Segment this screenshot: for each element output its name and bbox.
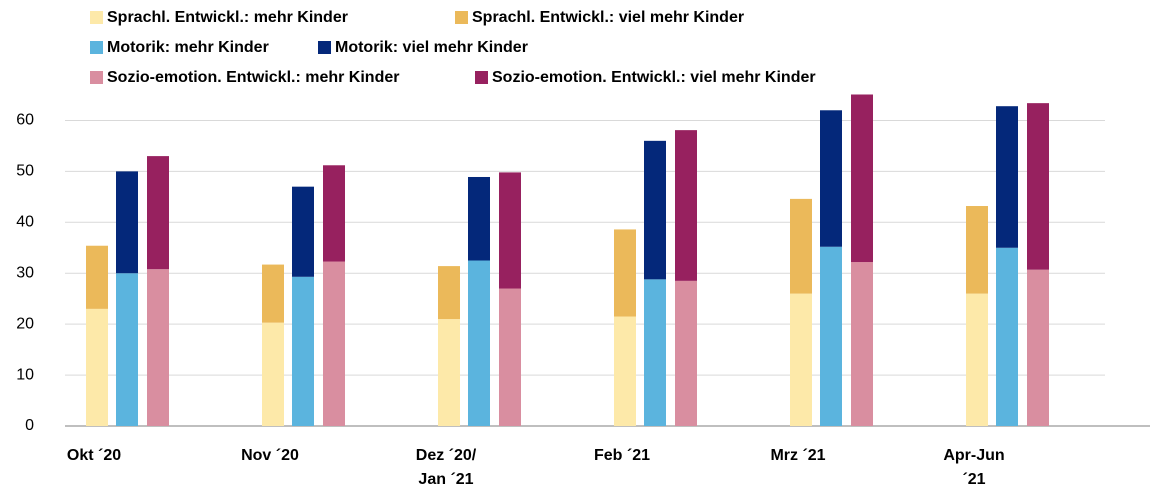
legend-label: Sozio-emotion. Entwickl.: viel mehr Kind… xyxy=(492,69,816,86)
bar-segment xyxy=(675,130,697,281)
bar-segment xyxy=(996,247,1018,426)
y-tick-label: 50 xyxy=(16,163,34,180)
legend-label: Sozio-emotion. Entwickl.: mehr Kinder xyxy=(107,69,399,86)
bar-segment xyxy=(966,293,988,426)
bar-segment xyxy=(820,246,842,426)
y-tick-label: 20 xyxy=(16,315,34,332)
bar-segment xyxy=(438,319,460,426)
x-tick-label: Nov ´20 xyxy=(241,447,299,464)
bar-segment xyxy=(675,280,697,426)
bar-segment xyxy=(323,165,345,262)
bar-segment xyxy=(1027,269,1049,426)
legend-label: Motorik: viel mehr Kinder xyxy=(335,39,528,56)
bar-segment xyxy=(996,106,1018,248)
bar-segment xyxy=(262,322,284,426)
x-tick-label: Apr-Jun ´21 xyxy=(943,447,1005,488)
legend-swatch xyxy=(90,71,103,84)
y-tick-label: 30 xyxy=(16,264,34,281)
bar-segment xyxy=(438,266,460,320)
y-tick-label: 40 xyxy=(16,214,34,231)
bar-segment xyxy=(644,279,666,426)
legend-label: Sprachl. Entwickl.: viel mehr Kinder xyxy=(472,9,744,26)
bar-segment xyxy=(790,293,812,426)
bar-segment xyxy=(1027,103,1049,270)
bar-segment xyxy=(468,260,490,426)
bar-segment xyxy=(851,262,873,426)
bar-segment xyxy=(790,198,812,294)
y-tick-label: 0 xyxy=(25,417,34,434)
bar-segment xyxy=(468,176,490,261)
bar-segment xyxy=(614,229,636,317)
bar-segment xyxy=(86,245,108,309)
legend-label: Sprachl. Entwickl.: mehr Kinder xyxy=(107,9,348,26)
bar-segment xyxy=(499,172,521,289)
bar-segment xyxy=(644,140,666,280)
legend-swatch xyxy=(475,71,488,84)
bar-segment xyxy=(116,273,138,426)
bar-segment xyxy=(614,316,636,426)
bar-segment xyxy=(292,276,314,426)
legend-label: Motorik: mehr Kinder xyxy=(107,39,269,56)
x-tick-label: Feb ´21 xyxy=(593,447,650,464)
bar-segment xyxy=(292,186,314,277)
bar-segment xyxy=(262,264,284,323)
x-tick-label: Okt ´20 xyxy=(66,447,122,464)
bar-segment xyxy=(147,269,169,426)
bar-segment xyxy=(116,171,138,274)
legend-swatch xyxy=(318,41,331,54)
bar-segment xyxy=(851,94,873,263)
legend-swatch xyxy=(455,11,468,24)
bar-segment xyxy=(86,308,108,426)
y-tick-label: 60 xyxy=(16,112,34,129)
bar-segment xyxy=(820,110,842,247)
bar-segment xyxy=(323,261,345,426)
bar-segment xyxy=(147,156,169,270)
y-tick-label: 10 xyxy=(16,366,34,383)
bar-segment xyxy=(499,288,521,426)
x-tick-label: Dez ´20/ Jan ´21 xyxy=(415,447,477,488)
legend-swatch xyxy=(90,41,103,54)
bar-segment xyxy=(966,206,988,294)
x-tick-label: Mrz ´21 xyxy=(770,447,826,464)
legend-swatch xyxy=(90,11,103,24)
